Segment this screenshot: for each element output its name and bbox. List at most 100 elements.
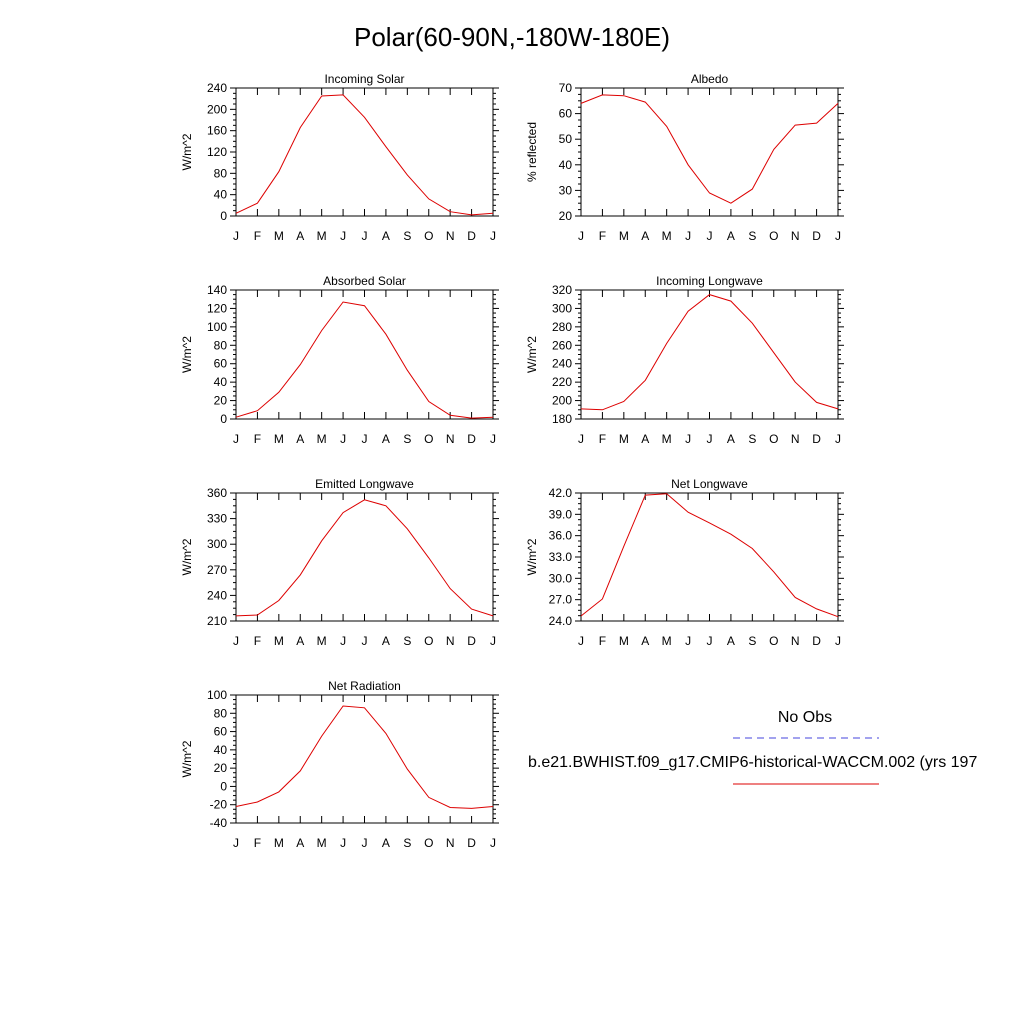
x-tick-label: N xyxy=(446,836,455,850)
x-tick-label: O xyxy=(769,634,778,648)
x-tick-label: A xyxy=(727,634,735,648)
chart-title: Net Longwave xyxy=(671,477,748,491)
x-tick-label: D xyxy=(467,432,476,446)
y-tick-label: 280 xyxy=(552,320,572,334)
y-tick-label: 240 xyxy=(207,81,227,95)
x-tick-label: A xyxy=(296,836,304,850)
y-tick-label: 60 xyxy=(214,357,228,371)
x-tick-label: O xyxy=(769,229,778,243)
plot-frame xyxy=(580,289,839,420)
y-tick-label: 24.0 xyxy=(549,614,573,628)
x-tick-label: O xyxy=(424,229,433,243)
x-tick-label: S xyxy=(403,634,411,648)
y-tick-label: 80 xyxy=(214,706,228,720)
x-tick-label: J xyxy=(340,432,346,446)
series-line-model xyxy=(580,294,839,411)
y-tick-label: 36.0 xyxy=(549,529,573,543)
y-tick-label: 140 xyxy=(207,283,227,297)
y-tick-label: 240 xyxy=(207,588,227,602)
x-tick-label: J xyxy=(707,634,713,648)
x-tick-label: S xyxy=(748,432,756,446)
x-tick-label: F xyxy=(254,229,261,243)
x-tick-label: A xyxy=(727,229,735,243)
y-tick-label: 40 xyxy=(214,375,228,389)
x-tick-label: J xyxy=(578,432,584,446)
y-axis-label: W/m^2 xyxy=(180,336,194,373)
x-tick-label: M xyxy=(274,432,284,446)
y-tick-label: 320 xyxy=(552,283,572,297)
y-tick-label: 27.0 xyxy=(549,593,573,607)
x-tick-label: F xyxy=(254,634,261,648)
x-tick-label: F xyxy=(599,432,606,446)
chart-title: Incoming Solar xyxy=(324,72,404,86)
series-line-model xyxy=(235,705,494,809)
x-tick-label: J xyxy=(233,836,239,850)
x-tick-label: S xyxy=(403,432,411,446)
y-tick-label: 100 xyxy=(207,320,227,334)
x-tick-label: J xyxy=(835,229,841,243)
plot-frame xyxy=(235,289,494,420)
y-tick-label: 30 xyxy=(559,183,573,197)
x-tick-label: M xyxy=(317,229,327,243)
x-tick-label: M xyxy=(274,229,284,243)
y-tick-label: -40 xyxy=(210,816,228,830)
x-tick-label: D xyxy=(812,634,821,648)
y-tick-label: 30.0 xyxy=(549,571,573,585)
y-tick-label: 40 xyxy=(559,158,573,172)
x-tick-label: M xyxy=(317,432,327,446)
y-tick-label: 40 xyxy=(214,188,228,202)
x-tick-label: M xyxy=(274,836,284,850)
x-tick-label: J xyxy=(685,634,691,648)
x-tick-label: S xyxy=(403,836,411,850)
y-axis-label: W/m^2 xyxy=(180,133,194,170)
y-tick-label: 0 xyxy=(220,412,227,426)
x-tick-label: J xyxy=(233,634,239,648)
legend-obs-label: No Obs xyxy=(778,709,832,726)
x-tick-label: A xyxy=(296,432,304,446)
x-tick-label: M xyxy=(662,229,672,243)
chart-title: Albedo xyxy=(691,72,729,86)
x-tick-label: N xyxy=(791,432,800,446)
x-tick-label: A xyxy=(641,634,649,648)
y-tick-label: 180 xyxy=(552,412,572,426)
y-tick-label: 50 xyxy=(559,132,573,146)
x-tick-label: A xyxy=(641,432,649,446)
x-tick-label: D xyxy=(812,229,821,243)
chart-title: Absorbed Solar xyxy=(323,274,406,288)
plot-frame xyxy=(235,694,494,824)
y-tick-label: 20 xyxy=(214,394,228,408)
y-tick-label: 200 xyxy=(552,394,572,408)
x-tick-label: J xyxy=(340,229,346,243)
y-tick-label: 270 xyxy=(207,563,227,577)
y-tick-label: 33.0 xyxy=(549,550,573,564)
x-tick-label: A xyxy=(382,836,390,850)
y-tick-label: 70 xyxy=(559,81,573,95)
chart-title: Emitted Longwave xyxy=(315,477,414,491)
x-tick-label: J xyxy=(362,229,368,243)
y-tick-label: 0 xyxy=(220,779,227,793)
y-tick-label: 42.0 xyxy=(549,486,573,500)
y-tick-label: 160 xyxy=(207,124,227,138)
x-tick-label: D xyxy=(812,432,821,446)
plot-frame xyxy=(580,87,839,217)
x-tick-label: J xyxy=(362,432,368,446)
y-tick-label: 20 xyxy=(559,209,573,223)
x-tick-label: O xyxy=(424,432,433,446)
y-tick-label: 300 xyxy=(552,301,572,315)
series-line-model xyxy=(235,301,494,419)
x-tick-label: J xyxy=(707,432,713,446)
x-tick-label: D xyxy=(467,634,476,648)
x-tick-label: M xyxy=(619,634,629,648)
x-tick-label: J xyxy=(578,229,584,243)
x-tick-label: N xyxy=(791,229,800,243)
x-tick-label: A xyxy=(382,229,390,243)
x-tick-label: J xyxy=(362,836,368,850)
x-tick-label: J xyxy=(490,432,496,446)
y-tick-label: 300 xyxy=(207,537,227,551)
x-tick-label: M xyxy=(619,432,629,446)
